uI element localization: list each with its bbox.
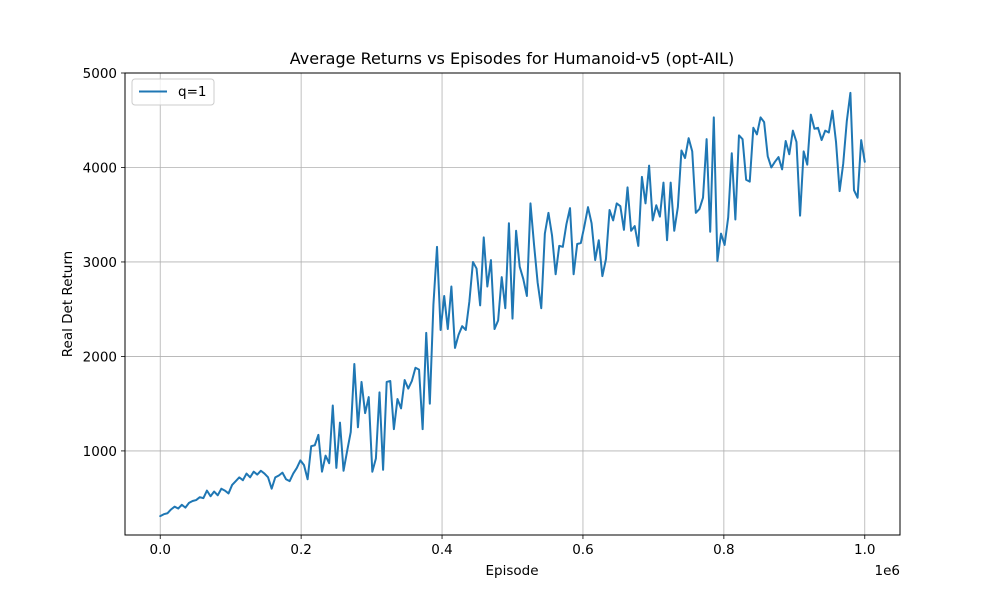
y-tick-label: 3000 — [83, 255, 117, 271]
legend-box — [131, 78, 215, 106]
y-axis-label: Real Det Return — [60, 251, 76, 357]
y-tick-label: 2000 — [83, 349, 117, 365]
x-tick-label: 0.4 — [431, 542, 452, 558]
plot-frame — [124, 72, 901, 536]
x-tick-label: 0.6 — [572, 542, 593, 558]
axis-ticks: 0.0 0.2 0.4 0.6 0.8 1.0 1000 2000 3000 4000 5000 — [83, 66, 876, 558]
x-axis-offset-label: 1e6 — [875, 563, 900, 579]
x-axis-label: Episode — [485, 563, 538, 579]
legend-series-label: q=1 — [178, 84, 206, 100]
y-tick-label: 5000 — [83, 66, 117, 82]
y-tick-label: 4000 — [83, 160, 117, 176]
legend: q=1 — [131, 78, 215, 106]
x-tick-label: 0.0 — [149, 542, 170, 558]
x-tick-label: 0.2 — [290, 542, 311, 558]
series-line — [159, 91, 866, 518]
y-tick-label: 1000 — [83, 444, 117, 460]
x-tick-label: 0.8 — [713, 542, 734, 558]
series-layer — [159, 91, 866, 518]
x-tick-label: 1.0 — [854, 542, 875, 558]
chart-title: Average Returns vs Episodes for Humanoid… — [290, 49, 734, 68]
